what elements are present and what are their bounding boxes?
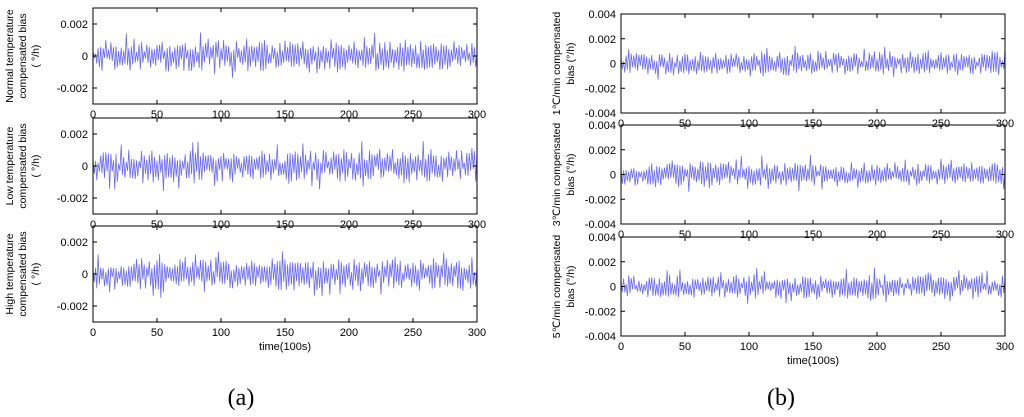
x-tick-label: 200: [340, 327, 358, 339]
chart-b-2: 0 50 100 150 200 250 300 -0.004 -0.002 0 0.002 0.00…: [551, 232, 1014, 367]
x-tick-label: 250: [404, 219, 422, 231]
y-tick-label: 0.002: [588, 34, 616, 46]
y-axis-label: ( °/h): [30, 263, 42, 286]
x-axis-label: time(100s): [259, 341, 311, 353]
y-tick-label: -0.002: [585, 194, 616, 206]
y-tick-label: -0.004: [585, 331, 616, 343]
y-tick-label: 0.002: [60, 237, 88, 249]
y-axis-label: bias (°/h): [565, 42, 577, 84]
y-axis-label: High temperature: [4, 233, 16, 314]
y-axis-label: Normal temperature: [4, 9, 16, 103]
x-tick-label: 100: [212, 219, 230, 231]
x-tick-label: 0: [90, 109, 96, 121]
y-tick-label: 0.002: [60, 129, 88, 141]
x-tick-label: 100: [740, 341, 758, 353]
series-line: [92, 32, 478, 78]
chart-b-1: 0 50 100 150 200 250 300 -0.004 -0.002 0 0.002 0.00…: [551, 120, 1014, 241]
x-tick-label: 100: [740, 229, 758, 241]
x-tick-label: 200: [868, 341, 886, 353]
panel-label-b: (b): [767, 385, 795, 411]
series-line: [620, 154, 1006, 192]
axes-frame: [92, 225, 478, 323]
y-tick-label: -0.002: [57, 83, 88, 95]
y-axis-label: Low temperature: [4, 126, 16, 205]
y-tick-label: 0.004: [588, 232, 616, 244]
y-tick-label: -0.002: [57, 193, 88, 205]
x-tick-label: 300: [468, 219, 486, 231]
x-tick-label: 300: [996, 118, 1014, 130]
x-tick-label: 250: [932, 118, 950, 130]
x-tick-label: 0: [618, 229, 624, 241]
y-axis-label: 1℃/min compensated: [551, 12, 563, 116]
y-axis-label: ( °/h): [30, 155, 42, 178]
y-tick-label: 0: [82, 269, 88, 281]
y-tick-label: 0: [610, 170, 616, 182]
x-tick-label: 100: [212, 327, 230, 339]
chart-a-1: 0 50 100 150 200 250 300 -0.002 0 0.002 Low temper…: [4, 117, 486, 231]
x-tick-label: 50: [151, 327, 163, 339]
x-tick-label: 50: [679, 229, 691, 241]
x-tick-label: 300: [996, 229, 1014, 241]
y-axis-label: bias (°/h): [565, 265, 577, 307]
x-tick-label: 50: [679, 341, 691, 353]
x-tick-label: 150: [804, 118, 822, 130]
y-tick-label: -0.004: [585, 219, 616, 231]
series-line: [92, 141, 478, 192]
x-tick-label: 200: [868, 118, 886, 130]
y-axis-label: compensated bias: [17, 13, 29, 98]
x-tick-label: 50: [679, 118, 691, 130]
panel-label-a: (a): [228, 385, 255, 411]
x-tick-label: 200: [340, 219, 358, 231]
y-tick-label: 0.004: [588, 120, 616, 132]
y-axis-label: bias (°/h): [565, 153, 577, 195]
x-tick-label: 0: [618, 118, 624, 130]
y-tick-label: -0.002: [57, 301, 88, 313]
y-axis-label: 3℃/min compensated: [551, 123, 563, 227]
series-line: [92, 251, 478, 299]
x-tick-label: 150: [804, 341, 822, 353]
x-tick-label: 250: [932, 341, 950, 353]
x-tick-label: 250: [932, 229, 950, 241]
x-tick-label: 200: [868, 229, 886, 241]
y-axis-label: compensated bias: [17, 123, 29, 208]
x-tick-label: 150: [804, 229, 822, 241]
x-tick-label: 300: [996, 341, 1014, 353]
y-axis-label: 5℃/min compensated: [551, 235, 563, 339]
x-tick-label: 0: [90, 219, 96, 231]
x-tick-label: 300: [468, 327, 486, 339]
chart-b-0: 0 50 100 150 200 250 300 -0.004 -0.002 0 0.002 0.00…: [551, 9, 1014, 130]
y-axis-label: compensated bias: [17, 231, 29, 316]
y-tick-label: 0: [610, 282, 616, 294]
y-tick-label: 0: [82, 51, 88, 63]
y-axis-label: ( °/h): [30, 45, 42, 68]
y-tick-label: 0.002: [60, 19, 88, 31]
y-tick-label: -0.002: [585, 306, 616, 318]
y-tick-label: -0.002: [585, 83, 616, 95]
series-line: [620, 45, 1006, 80]
x-tick-label: 150: [276, 327, 294, 339]
y-tick-label: 0.004: [588, 9, 616, 21]
x-tick-label: 100: [740, 118, 758, 130]
y-tick-label: 0: [82, 161, 88, 173]
axes-frame: [92, 7, 478, 105]
x-tick-label: 150: [276, 219, 294, 231]
axes-frame: [620, 124, 1006, 225]
y-tick-label: 0.002: [588, 257, 616, 269]
y-tick-label: -0.004: [585, 108, 616, 120]
x-axis-label: time(100s): [787, 355, 839, 367]
x-tick-label: 0: [618, 341, 624, 353]
chart-a-2: 0 50 100 150 200 250 300 -0.002 0 0.002 High tempe…: [4, 225, 486, 353]
x-tick-label: 50: [151, 219, 163, 231]
x-tick-label: 250: [404, 327, 422, 339]
y-tick-label: 0: [610, 59, 616, 71]
y-tick-label: 0.002: [588, 145, 616, 157]
series-line: [620, 267, 1006, 304]
x-tick-label: 0: [90, 327, 96, 339]
